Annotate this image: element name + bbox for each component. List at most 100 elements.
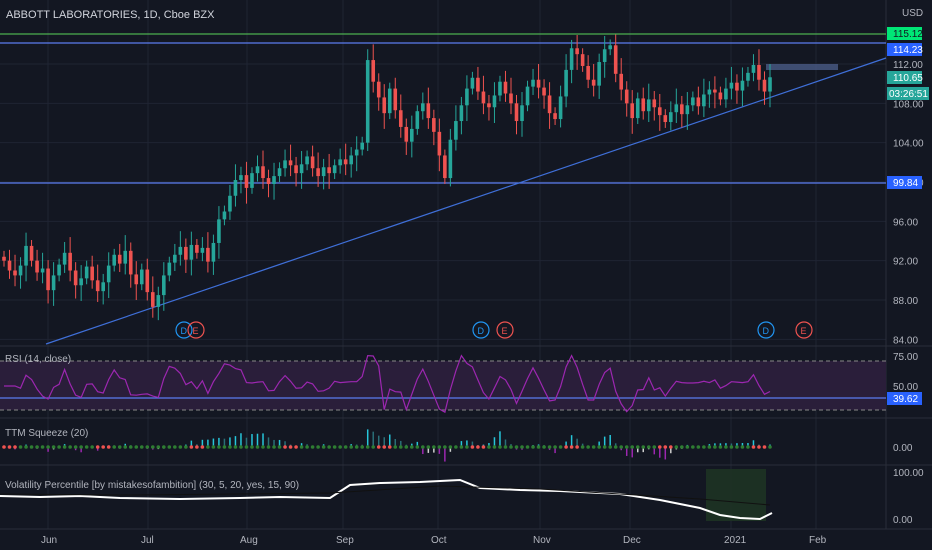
ttm-dot	[691, 445, 695, 449]
earnings-event-label: E	[502, 326, 508, 336]
ttm-dot	[459, 445, 464, 449]
ttm-dot	[106, 445, 111, 449]
candle-body	[156, 295, 161, 307]
ttm-dot	[536, 445, 541, 449]
candle-body	[376, 81, 381, 98]
candle-body	[217, 219, 221, 243]
candle-body	[531, 79, 535, 87]
dividend-event-marker	[175, 321, 193, 339]
ttm-dot	[189, 445, 194, 449]
candle-body	[360, 142, 365, 150]
candle-body	[580, 54, 585, 66]
candle-body	[139, 269, 144, 285]
ttm-dot	[349, 445, 353, 449]
candle-body	[575, 48, 579, 55]
ttm-dot	[669, 445, 673, 449]
candle-body	[294, 165, 298, 174]
ttm-dot	[206, 445, 210, 449]
dividend-event-marker	[472, 321, 490, 339]
candle-body	[387, 88, 392, 114]
ttm-dot	[740, 445, 745, 449]
candle-body	[520, 105, 524, 122]
candle-body	[29, 245, 34, 261]
currency-label: USD	[902, 8, 923, 19]
ttm-dot	[503, 445, 508, 449]
ttm-dot	[646, 445, 651, 449]
ascending-trendline[interactable]	[45, 57, 887, 345]
ttm-dot	[167, 445, 172, 449]
candle-body	[84, 266, 89, 279]
ttm-dot	[635, 445, 640, 449]
candle-body	[343, 159, 348, 165]
ttm-dot	[448, 445, 453, 449]
candle-body	[13, 270, 17, 276]
candle-body	[707, 89, 712, 95]
ttm-dot	[514, 445, 519, 449]
candle-body	[476, 77, 480, 92]
ttm-dot	[90, 445, 94, 449]
price-label-top-line: 114.23	[887, 43, 923, 56]
candle-body	[40, 268, 45, 273]
candle-body	[150, 292, 155, 307]
candle-body	[62, 252, 67, 265]
price-tick-label: 112.00	[893, 60, 923, 71]
ttm-dot	[553, 445, 557, 449]
ttm-dot	[376, 445, 381, 449]
candle-body	[167, 262, 172, 276]
time-axis-label: Jul	[141, 535, 154, 546]
candle-body	[354, 149, 359, 156]
ttm-dot	[713, 445, 717, 449]
ttm-dot	[68, 445, 72, 449]
candle-body	[729, 82, 734, 89]
candle-body	[365, 60, 370, 143]
dividend-event-label: D	[181, 326, 188, 336]
candle-body	[459, 105, 464, 122]
candle-body	[735, 82, 739, 91]
ttm-dot	[591, 445, 596, 449]
time-axis[interactable]: Jun Jul Aug Sep Oct Nov Dec 2021 Feb	[41, 535, 827, 546]
ttm-dot	[398, 445, 403, 449]
ttm-dot	[454, 445, 458, 449]
candle-body	[90, 266, 94, 281]
candle-body	[421, 103, 425, 112]
candle-body	[316, 168, 320, 177]
ttm-title: TTM Squeeze (20)	[5, 428, 88, 439]
ttm-dot	[117, 445, 122, 449]
ttm-dot	[569, 445, 574, 449]
ttm-dot	[492, 445, 497, 449]
ttm-dot	[211, 445, 216, 449]
ttm-dot	[101, 445, 105, 449]
volatility-line	[0, 478, 773, 521]
candle-body	[503, 81, 508, 94]
volatility-highlight	[706, 469, 766, 521]
candle-body	[652, 99, 657, 108]
ttm-dot	[29, 445, 34, 449]
candle-body	[443, 155, 447, 179]
rsi-current-label: 39.62	[887, 392, 922, 405]
candle-body	[321, 167, 326, 177]
candle-body	[454, 121, 458, 140]
ttm-dot	[421, 445, 425, 449]
candle-body	[713, 89, 717, 93]
price-label-resistance: 115.12	[887, 27, 923, 40]
candle-body	[669, 112, 673, 123]
rsi-band	[0, 361, 886, 410]
ttm-dot	[542, 445, 546, 449]
rsi-tick-75: 75.00	[893, 352, 918, 363]
candle-body	[46, 268, 50, 291]
ttm-dot	[222, 445, 227, 449]
candle-body	[663, 115, 668, 123]
ttm-dot	[729, 445, 734, 449]
candle-body	[558, 96, 563, 120]
candle-body	[470, 77, 475, 89]
ttm-dot	[18, 445, 23, 449]
candle-body	[332, 165, 337, 174]
candle-body	[57, 264, 61, 276]
ttm-dot	[597, 445, 601, 449]
ttm-dot	[233, 445, 238, 449]
candle-body	[244, 175, 249, 188]
candle-body	[718, 92, 723, 100]
candle-body	[211, 242, 216, 262]
